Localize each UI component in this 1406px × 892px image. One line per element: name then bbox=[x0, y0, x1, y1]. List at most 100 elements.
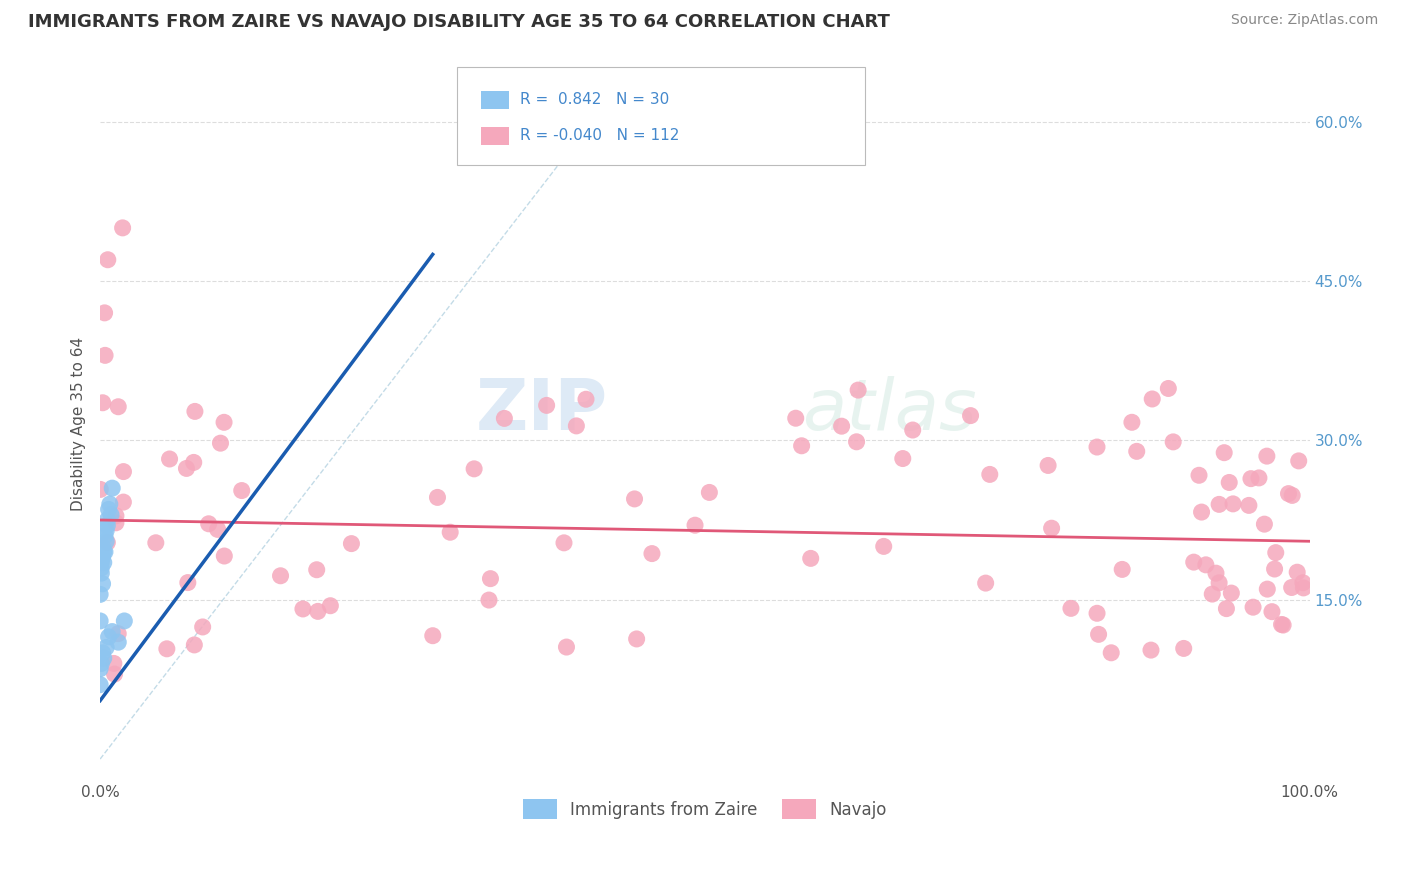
Point bbox=[1253, 517, 1275, 532]
Text: R =  0.842   N = 30: R = 0.842 N = 30 bbox=[520, 93, 669, 107]
Point bbox=[112, 614, 135, 628]
Point bbox=[96, 535, 118, 549]
Point bbox=[1157, 382, 1180, 396]
Point bbox=[89, 678, 111, 692]
Text: Source: ZipAtlas.com: Source: ZipAtlas.com bbox=[1230, 13, 1378, 28]
Point bbox=[1286, 565, 1309, 579]
Point bbox=[565, 418, 588, 433]
Point bbox=[1087, 627, 1109, 641]
Point bbox=[100, 508, 122, 522]
Legend: Immigrants from Zaire, Navajo: Immigrants from Zaire, Navajo bbox=[516, 793, 893, 825]
Point bbox=[89, 483, 111, 497]
Point bbox=[1220, 586, 1243, 600]
Point bbox=[1195, 558, 1218, 572]
Point bbox=[1256, 449, 1278, 463]
Point bbox=[1264, 546, 1286, 560]
Point bbox=[89, 662, 111, 676]
Point bbox=[93, 306, 115, 320]
Point bbox=[101, 481, 124, 495]
Point bbox=[96, 640, 118, 655]
Point bbox=[184, 404, 207, 418]
Point bbox=[846, 383, 869, 397]
Point bbox=[91, 550, 114, 565]
Point bbox=[340, 536, 363, 550]
Point bbox=[555, 640, 578, 654]
Point bbox=[207, 523, 229, 537]
Point bbox=[1292, 581, 1315, 595]
Point bbox=[319, 599, 342, 613]
Point bbox=[111, 220, 134, 235]
Point bbox=[291, 602, 314, 616]
Point bbox=[91, 646, 114, 660]
Point bbox=[800, 551, 823, 566]
Point bbox=[891, 451, 914, 466]
Point bbox=[197, 516, 219, 531]
Text: IMMIGRANTS FROM ZAIRE VS NAVAJO DISABILITY AGE 35 TO 64 CORRELATION CHART: IMMIGRANTS FROM ZAIRE VS NAVAJO DISABILI… bbox=[28, 13, 890, 31]
Text: atlas: atlas bbox=[801, 376, 976, 445]
Point bbox=[478, 593, 501, 607]
Point bbox=[831, 419, 853, 434]
Point bbox=[1247, 471, 1270, 485]
Point bbox=[212, 415, 235, 429]
Point bbox=[1142, 392, 1164, 406]
Point bbox=[183, 638, 205, 652]
Point bbox=[959, 409, 981, 423]
Point bbox=[494, 411, 516, 425]
Point bbox=[1281, 488, 1303, 502]
Point bbox=[93, 651, 115, 665]
Point bbox=[626, 632, 648, 646]
Point bbox=[1140, 643, 1163, 657]
Point bbox=[107, 635, 129, 649]
Point bbox=[89, 587, 111, 601]
Point bbox=[93, 545, 115, 559]
Point bbox=[96, 513, 118, 527]
Point bbox=[641, 547, 664, 561]
Point bbox=[1085, 607, 1108, 621]
Point bbox=[1240, 472, 1263, 486]
Point bbox=[553, 536, 575, 550]
Point bbox=[1182, 555, 1205, 569]
Point bbox=[1161, 434, 1184, 449]
Point bbox=[683, 518, 706, 533]
Point bbox=[103, 667, 125, 681]
Point bbox=[112, 465, 135, 479]
Point bbox=[90, 657, 112, 671]
Point bbox=[94, 545, 117, 559]
Point bbox=[1036, 458, 1059, 473]
Point bbox=[1208, 575, 1230, 590]
Point bbox=[785, 411, 807, 425]
Point bbox=[183, 455, 205, 469]
Point bbox=[1060, 601, 1083, 615]
Point bbox=[101, 624, 124, 639]
Point bbox=[974, 576, 997, 591]
Point bbox=[1099, 646, 1122, 660]
Point bbox=[94, 529, 117, 543]
Point bbox=[96, 534, 118, 549]
Point bbox=[426, 491, 449, 505]
Point bbox=[439, 525, 461, 540]
Point bbox=[107, 400, 129, 414]
Point bbox=[104, 516, 127, 530]
Point bbox=[103, 657, 125, 671]
Point bbox=[191, 620, 214, 634]
Point bbox=[93, 556, 115, 570]
Point bbox=[89, 614, 111, 628]
Point bbox=[307, 604, 329, 618]
Point bbox=[1040, 521, 1063, 535]
Point bbox=[231, 483, 253, 498]
Point bbox=[91, 396, 114, 410]
Point bbox=[98, 497, 121, 511]
Text: ZIP: ZIP bbox=[475, 376, 607, 445]
Point bbox=[209, 436, 232, 450]
Point bbox=[790, 439, 813, 453]
Point bbox=[575, 392, 598, 407]
Point bbox=[96, 524, 118, 538]
Point bbox=[1111, 562, 1133, 576]
Point bbox=[305, 563, 328, 577]
Point bbox=[1218, 475, 1240, 490]
Point bbox=[1256, 582, 1278, 596]
Point bbox=[1205, 566, 1227, 581]
Point bbox=[90, 566, 112, 581]
Point bbox=[536, 398, 558, 412]
Point bbox=[873, 540, 896, 554]
